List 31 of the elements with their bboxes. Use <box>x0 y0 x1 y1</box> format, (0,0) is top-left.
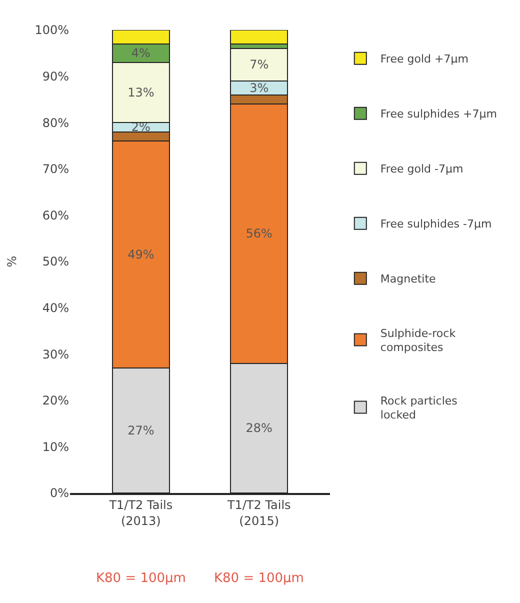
data-label: 4% <box>131 46 150 60</box>
data-label: 49% <box>128 248 154 262</box>
y-tick-label: 10% <box>42 440 69 454</box>
x-tick-label: T1/T2 Tails (2015) <box>226 498 291 528</box>
y-tick-label: 90% <box>42 70 69 84</box>
y-tick-label: 50% <box>42 254 69 269</box>
legend-label: Free gold +7µm <box>380 52 468 66</box>
y-tick-label: 20% <box>42 394 69 408</box>
y-tick-label: 70% <box>42 162 69 176</box>
y-tick-label: 100% <box>34 23 69 38</box>
y-tick-label: 60% <box>42 208 69 222</box>
y-tick-label: 80% <box>42 116 69 130</box>
data-label: 56% <box>246 226 272 241</box>
x-tick-label: T1/T2 Tails (2013) <box>108 498 173 528</box>
data-label: 28% <box>246 421 272 436</box>
legend-label: Sulphide-rock composites <box>380 326 456 354</box>
data-label: 13% <box>128 86 154 100</box>
legend-label: Rock particles locked <box>380 394 458 422</box>
data-label: 7% <box>250 58 269 72</box>
data-label: 27% <box>128 423 154 438</box>
y-tick-label: 40% <box>42 301 69 315</box>
text: K80 = 100µm <box>214 571 304 586</box>
y-tick-label: 0% <box>50 486 69 500</box>
y-axis-title: % <box>4 256 19 268</box>
legend-label: Free sulphides -7µm <box>380 218 492 231</box>
text: K80 = 100µm <box>96 571 186 586</box>
legend-label: Free sulphides +7µm <box>380 108 497 121</box>
data-label: 3% <box>250 80 269 95</box>
legend-label: Magnetite <box>380 272 436 286</box>
y-tick-label: 30% <box>42 347 69 362</box>
legend-label: Free gold -7µm <box>380 162 464 176</box>
